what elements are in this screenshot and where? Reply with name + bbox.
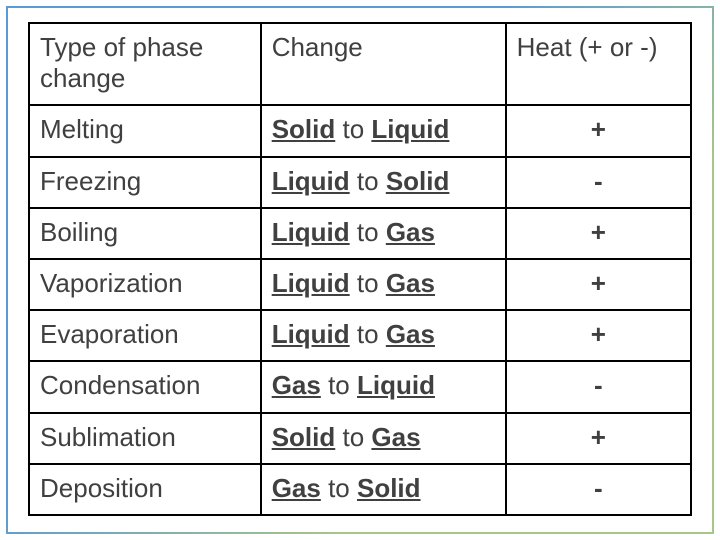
cell-change: Gas to Solid xyxy=(261,464,506,515)
change-to: Solid xyxy=(357,473,421,503)
table-header-row: Type of phase change Change Heat (+ or -… xyxy=(29,23,691,105)
change-to: Gas xyxy=(386,217,435,247)
cell-heat: + xyxy=(506,310,691,361)
change-from: Gas xyxy=(272,473,321,503)
change-from: Solid xyxy=(272,114,336,144)
cell-heat: - xyxy=(506,157,691,208)
table-row: VaporizationLiquid to Gas+ xyxy=(29,259,691,310)
cell-change: Liquid to Solid xyxy=(261,157,506,208)
col-header-type: Type of phase change xyxy=(29,23,261,105)
cell-type: Sublimation xyxy=(29,413,261,464)
cell-type: Condensation xyxy=(29,361,261,412)
change-from: Liquid xyxy=(272,319,350,349)
cell-change: Liquid to Gas xyxy=(261,259,506,310)
change-connector: to xyxy=(350,217,386,247)
change-to: Gas xyxy=(386,268,435,298)
cell-type: Evaporation xyxy=(29,310,261,361)
col-header-change: Change xyxy=(261,23,506,105)
change-from: Liquid xyxy=(272,217,350,247)
change-from: Liquid xyxy=(272,166,350,196)
cell-heat: - xyxy=(506,464,691,515)
table-row: FreezingLiquid to Solid- xyxy=(29,157,691,208)
table-row: BoilingLiquid to Gas+ xyxy=(29,208,691,259)
cell-heat: - xyxy=(506,361,691,412)
change-connector: to xyxy=(350,319,386,349)
change-from: Solid xyxy=(272,422,336,452)
cell-change: Liquid to Gas xyxy=(261,310,506,361)
change-connector: to xyxy=(321,473,357,503)
cell-type: Boiling xyxy=(29,208,261,259)
phase-change-table: Type of phase change Change Heat (+ or -… xyxy=(28,22,692,516)
change-to: Liquid xyxy=(371,114,449,144)
cell-type: Freezing xyxy=(29,157,261,208)
table-row: CondensationGas to Liquid- xyxy=(29,361,691,412)
cell-heat: + xyxy=(506,105,691,156)
change-from: Liquid xyxy=(272,268,350,298)
table-row: DepositionGas to Solid- xyxy=(29,464,691,515)
cell-type: Vaporization xyxy=(29,259,261,310)
change-to: Liquid xyxy=(357,370,435,400)
cell-type: Deposition xyxy=(29,464,261,515)
cell-change: Gas to Liquid xyxy=(261,361,506,412)
change-connector: to xyxy=(335,114,371,144)
col-header-heat: Heat (+ or -) xyxy=(506,23,691,105)
change-connector: to xyxy=(350,166,386,196)
change-to: Gas xyxy=(371,422,420,452)
change-to: Gas xyxy=(386,319,435,349)
cell-heat: + xyxy=(506,208,691,259)
cell-change: Solid to Liquid xyxy=(261,105,506,156)
phase-change-table-container: Type of phase change Change Heat (+ or -… xyxy=(28,22,692,516)
change-connector: to xyxy=(335,422,371,452)
cell-type: Melting xyxy=(29,105,261,156)
change-connector: to xyxy=(350,268,386,298)
change-connector: to xyxy=(321,370,357,400)
table-body: MeltingSolid to Liquid+FreezingLiquid to… xyxy=(29,105,691,515)
cell-change: Solid to Gas xyxy=(261,413,506,464)
change-from: Gas xyxy=(272,370,321,400)
cell-heat: + xyxy=(506,259,691,310)
cell-change: Liquid to Gas xyxy=(261,208,506,259)
cell-heat: + xyxy=(506,413,691,464)
change-to: Solid xyxy=(386,166,450,196)
table-row: SublimationSolid to Gas+ xyxy=(29,413,691,464)
table-row: EvaporationLiquid to Gas+ xyxy=(29,310,691,361)
table-row: MeltingSolid to Liquid+ xyxy=(29,105,691,156)
